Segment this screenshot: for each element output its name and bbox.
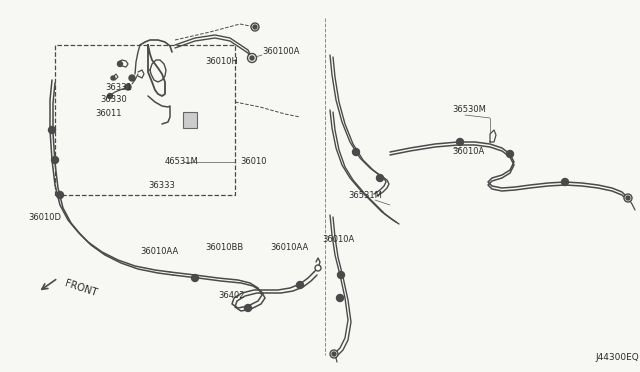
Text: 36010D: 36010D (28, 214, 61, 222)
Text: 36333: 36333 (148, 180, 175, 189)
Circle shape (248, 54, 257, 62)
Text: 36010AA: 36010AA (270, 244, 308, 253)
Bar (55, 45, 235, 195)
Circle shape (376, 174, 383, 182)
Circle shape (56, 192, 63, 199)
Circle shape (129, 75, 135, 81)
Circle shape (250, 56, 254, 60)
Text: 36010AA: 36010AA (140, 247, 179, 257)
Circle shape (456, 138, 463, 145)
Text: 46531M: 46531M (165, 157, 199, 167)
Text: 36010A: 36010A (452, 148, 484, 157)
Text: 36010A: 36010A (322, 235, 355, 244)
Text: 36010H: 36010H (205, 58, 238, 67)
Circle shape (191, 275, 198, 282)
Circle shape (337, 295, 344, 301)
Circle shape (624, 194, 632, 202)
Circle shape (332, 352, 336, 356)
Text: 36531M: 36531M (348, 190, 382, 199)
Circle shape (118, 61, 122, 67)
Circle shape (353, 148, 360, 155)
Circle shape (315, 265, 321, 271)
Text: 36530M: 36530M (452, 106, 486, 115)
Text: 36010BB: 36010BB (205, 244, 243, 253)
Circle shape (253, 25, 257, 29)
Circle shape (296, 282, 303, 289)
Text: 36331: 36331 (105, 83, 132, 93)
Circle shape (108, 93, 113, 99)
Text: J44300EQ: J44300EQ (595, 353, 639, 362)
Text: 36402: 36402 (218, 292, 244, 301)
Circle shape (251, 23, 259, 31)
Circle shape (337, 272, 344, 279)
Circle shape (51, 157, 58, 164)
Text: 36330: 36330 (100, 96, 127, 105)
Circle shape (111, 76, 115, 80)
Text: 36010: 36010 (240, 157, 266, 167)
Text: 36011: 36011 (95, 109, 122, 118)
Circle shape (49, 126, 56, 134)
Circle shape (561, 179, 568, 186)
Text: 360100A: 360100A (262, 48, 300, 57)
Circle shape (506, 151, 513, 157)
Circle shape (626, 196, 630, 200)
Circle shape (330, 350, 338, 358)
Bar (183, 112, 197, 128)
Circle shape (125, 84, 131, 90)
Text: FRONT: FRONT (63, 278, 98, 298)
Circle shape (244, 305, 252, 311)
